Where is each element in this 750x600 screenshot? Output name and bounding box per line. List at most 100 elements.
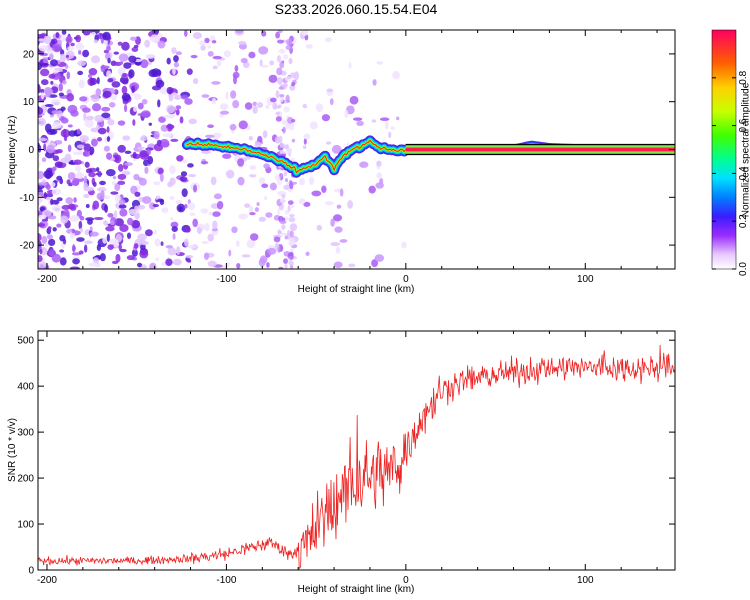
spectrogram-cell: [173, 55, 179, 63]
spectrogram-cell: [84, 186, 94, 192]
spectrogram-cell: [158, 116, 166, 123]
spectrogram-cell: [371, 259, 379, 268]
spectrogram-cell: [204, 223, 210, 232]
spectrogram-cell: [216, 60, 222, 67]
spectrogram-cell: [159, 199, 165, 206]
spectrogram-cell: [73, 159, 82, 165]
spectrogram-cell: [261, 183, 269, 189]
colorbar-tick-label: 0.8: [738, 70, 749, 84]
spectrogram-cell: [331, 144, 342, 154]
spectrogram-cell: [279, 197, 285, 204]
spectrogram-cell: [170, 138, 179, 142]
spectrogram-cell: [199, 40, 206, 46]
spectrogram-cell: [38, 214, 47, 220]
spectrogram-cell: [305, 251, 310, 256]
spectrogram-cell: [41, 157, 47, 163]
spectrogram-cell: [123, 104, 128, 113]
spectrogram-cell: [117, 41, 123, 46]
spectrogram-cell: [103, 220, 109, 226]
spectrogram-cell: [96, 187, 107, 192]
spectrogram-cell: [76, 128, 81, 135]
spectrogram-cell: [89, 77, 98, 86]
spectrogram-cell: [309, 121, 318, 130]
spectrogram-cell: [299, 177, 306, 186]
spectrogram-cell: [288, 242, 294, 247]
spectrogram-cell: [154, 238, 161, 247]
spectrogram-cell: [111, 81, 121, 88]
spectrogram-cell: [172, 233, 176, 240]
spectrogram-cell: [269, 97, 277, 103]
spectrogram-cell: [309, 176, 315, 186]
spectrogram-cell: [48, 249, 55, 256]
spectrogram-cell: [263, 163, 270, 169]
spectrogram-cell: [240, 57, 248, 64]
spectrogram-cell: [289, 205, 295, 209]
spectrogram-cell: [60, 106, 66, 112]
spectrogram-cell: [38, 182, 48, 186]
spectrogram-cell: [118, 204, 127, 209]
spectrogram-cell: [384, 120, 389, 130]
spectrogram-cell: [279, 94, 285, 98]
spectrogram-cell: [52, 166, 57, 172]
spectrogram-cell: [200, 161, 209, 165]
spectrogram-cell: [38, 233, 42, 242]
spectrogram-cell: [84, 161, 90, 168]
spectrogram-cell: [204, 37, 210, 44]
spectrogram-cell: [38, 223, 46, 227]
spectrogram-cell: [139, 136, 148, 142]
spectrogram-cell: [277, 208, 281, 215]
spectrogram-cell: [237, 158, 245, 167]
spectrogram-cell: [302, 103, 308, 109]
spectrogram-cell: [70, 110, 79, 117]
spectrogram-cell: [155, 79, 165, 88]
spectrogram-cell: [106, 233, 110, 242]
spectrogram-cell: [374, 254, 385, 262]
spectrogram-cell: [181, 188, 188, 198]
spectrogram-cell: [291, 138, 296, 143]
spectrogram-cell: [60, 116, 65, 121]
spectrogram-cell: [130, 92, 136, 96]
spectrogram-cell: [283, 258, 288, 264]
spectrogram-cell: [281, 119, 287, 125]
spectrogram-cell: [339, 239, 348, 243]
spectrogram-cell: [102, 90, 112, 98]
spectrogram-cell: [73, 197, 77, 203]
spectrogram-cell: [38, 137, 48, 142]
spectrogram-cell: [207, 51, 214, 57]
spectrogram-cell: [284, 264, 288, 269]
spectrogram-cell: [93, 257, 100, 265]
spectrogram-cell: [248, 51, 256, 59]
spectrogram-cell: [136, 146, 145, 150]
spectrogram-cell: [76, 237, 85, 242]
spectrogram-cell: [99, 253, 106, 262]
spectrogram-cell: [157, 99, 161, 108]
spectrogram-cell: [222, 153, 232, 159]
spectrogram-cell: [213, 193, 222, 200]
spectrogram-cell: [347, 200, 353, 209]
spectrogram-cell: [277, 39, 284, 44]
spectrogram-cell: [165, 244, 173, 249]
snr-x-tick-label: -200: [37, 575, 57, 586]
spectrogram-cell: [174, 94, 182, 101]
spectrogram-cell: [78, 79, 85, 89]
spectrogram-x-tick-label: -100: [216, 274, 236, 285]
spectrogram-cell: [283, 106, 290, 113]
spectrogram-cell: [93, 39, 99, 44]
spectrogram-cell: [368, 185, 376, 194]
spectrogram-cell: [279, 61, 285, 69]
spectrogram-cell: [93, 216, 104, 221]
spectrogram-cell: [282, 126, 286, 134]
spectrogram-cell: [95, 88, 102, 96]
spectrogram-cell: [371, 119, 377, 123]
spectrogram-cell: [132, 119, 136, 126]
spectrogram-cell: [388, 131, 392, 139]
spectrogram-cell: [47, 226, 52, 230]
spectrogram-cell: [50, 198, 54, 206]
spectrogram-cell: [104, 204, 108, 213]
spectrogram-y-ticks: -20 -10 0 10 20: [20, 49, 675, 252]
spectrogram-cell: [43, 94, 51, 98]
spectrogram-cell: [273, 236, 281, 243]
spectrogram-cell: [223, 50, 231, 58]
spectrogram-cell: [131, 85, 136, 94]
spectrogram-cell: [148, 69, 158, 78]
